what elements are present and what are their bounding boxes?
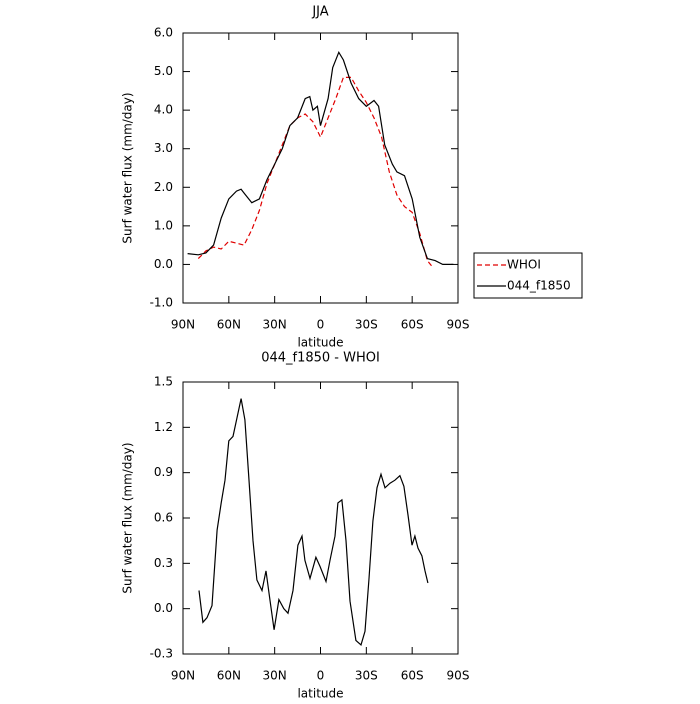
y-tick-label: -1.0 <box>150 296 173 310</box>
legend-label: WHOI <box>507 258 541 272</box>
data-line <box>197 76 433 267</box>
x-axis-label: latitude <box>297 336 343 350</box>
data-line <box>187 50 454 265</box>
y-tick-label: 0.9 <box>154 465 173 479</box>
legend-box <box>473 252 583 299</box>
x-tick-label: 90N <box>171 669 195 683</box>
chart-title: JJA <box>311 5 328 20</box>
y-tick-label: 1.0 <box>154 218 173 232</box>
x-tick-label: 90N <box>171 318 195 332</box>
y-tick-label: 2.0 <box>154 180 173 194</box>
y-tick-label: 1.5 <box>154 375 173 389</box>
x-tick-label: 0 <box>317 669 325 683</box>
y-tick-label: -0.3 <box>150 647 173 661</box>
y-tick-label: 3.0 <box>154 141 173 155</box>
y-axis-label: Surf water flux (mm/day) <box>121 92 135 243</box>
x-tick-label: 30N <box>263 669 287 683</box>
x-tick-label: 30N <box>263 318 287 332</box>
y-tick-label: 0.0 <box>154 257 173 271</box>
y-tick-label: 0.6 <box>154 511 173 525</box>
x-tick-label: 60N <box>217 318 241 332</box>
x-tick-label: 30S <box>355 669 378 683</box>
x-tick-label: 30S <box>355 318 378 332</box>
x-axis-label: latitude <box>297 687 343 701</box>
plot-frame <box>182 381 459 655</box>
y-tick-label: 5.0 <box>154 64 173 78</box>
legend-label: 044_f1850 <box>507 279 571 293</box>
y-tick-label: 6.0 <box>154 26 173 40</box>
y-axis-label: Surf water flux (mm/day) <box>121 442 135 593</box>
x-tick-label: 60N <box>217 669 241 683</box>
x-tick-label: 60S <box>401 669 424 683</box>
x-tick-label: 60S <box>401 318 424 332</box>
y-tick-label: 0.3 <box>154 556 173 570</box>
data-line <box>198 398 429 646</box>
y-tick-label: 1.2 <box>154 420 173 434</box>
y-tick-label: 0.0 <box>154 601 173 615</box>
x-tick-label: 0 <box>317 318 325 332</box>
x-tick-label: 90S <box>447 318 470 332</box>
y-tick-label: 4.0 <box>154 103 173 117</box>
plot-frame <box>182 32 459 304</box>
chart-title: 044_f1850 - WHOI <box>261 351 380 366</box>
x-tick-label: 90S <box>447 669 470 683</box>
